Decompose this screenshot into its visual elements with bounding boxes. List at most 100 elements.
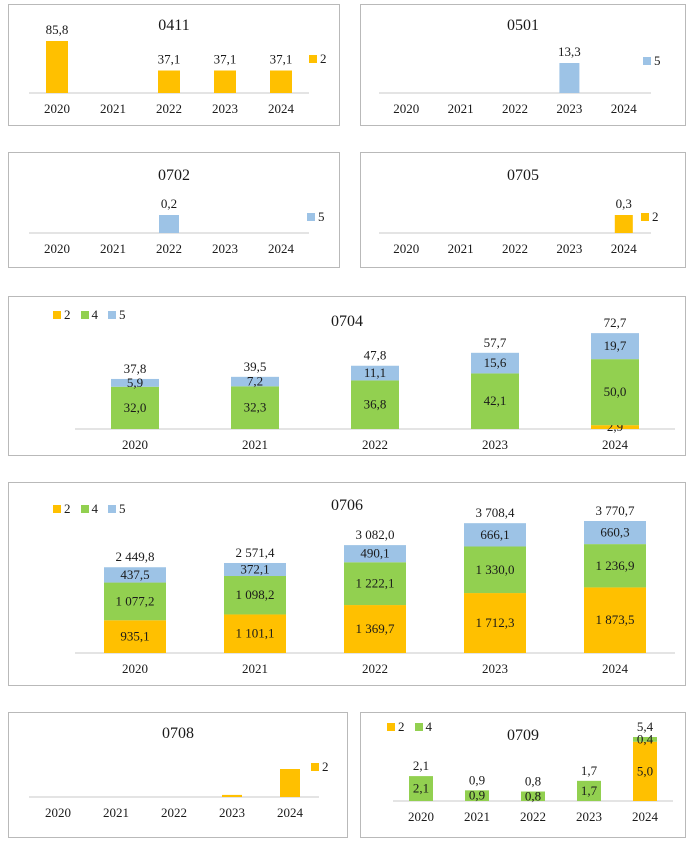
segment-label: 15,6 bbox=[484, 355, 507, 370]
total-label: 5,4 bbox=[637, 719, 654, 734]
chart-panel-0702: 0702 5 2020 2021 2022 0,2 2023 2024 bbox=[8, 152, 340, 268]
chart-title: 0708 bbox=[162, 725, 194, 742]
segment-label: 437,5 bbox=[120, 567, 149, 582]
chart-legend: 2 bbox=[311, 759, 329, 775]
segment-label: 2,1 bbox=[413, 781, 429, 796]
legend-swatch bbox=[80, 505, 89, 513]
legend-label: 5 bbox=[318, 209, 325, 224]
x-tick-label: 2023 bbox=[556, 101, 582, 116]
x-tick-label: 2022 bbox=[502, 241, 528, 256]
bar bbox=[159, 215, 179, 233]
total-label: 37,8 bbox=[124, 361, 147, 376]
total-label: 1,7 bbox=[581, 763, 598, 778]
x-tick-label: 2022 bbox=[156, 241, 182, 256]
x-tick-label: 2022 bbox=[161, 805, 187, 820]
segment-label: 935,1 bbox=[120, 629, 149, 644]
x-tick-label: 2023 bbox=[212, 101, 238, 116]
legend-label: 2 bbox=[398, 719, 405, 734]
bar-segment bbox=[231, 376, 279, 387]
x-tick-label: 2022 bbox=[156, 101, 182, 116]
legend-item-2: 2 bbox=[53, 307, 71, 323]
data-label: 85,8 bbox=[46, 22, 69, 37]
segment-label: 1 098,2 bbox=[236, 587, 275, 602]
segment-label: 666,1 bbox=[480, 527, 509, 542]
bar-segment bbox=[633, 737, 657, 742]
chart-plot: 2020 2021 2022 2023 13,3 2024 bbox=[379, 44, 651, 116]
chart-title: 0706 bbox=[331, 497, 363, 514]
segment-label: 7,2 bbox=[247, 374, 263, 389]
bar-segment bbox=[464, 546, 526, 594]
x-tick-label: 2021 bbox=[448, 241, 474, 256]
chart-legend: 5 bbox=[307, 209, 325, 225]
bar-segment bbox=[231, 386, 279, 429]
bar bbox=[559, 63, 580, 93]
x-tick-label: 2023 bbox=[556, 241, 582, 256]
bar-segment bbox=[351, 380, 399, 429]
bar bbox=[280, 769, 300, 797]
x-tick-label: 2021 bbox=[464, 809, 490, 824]
data-label: 37,1 bbox=[270, 52, 293, 67]
segment-label: 1 236,9 bbox=[596, 558, 635, 573]
chart-panel-0704: 0704 2 4 5 2020 32,0 5,9 37,8 2021 32,3 7,2 39,5 202… bbox=[8, 296, 686, 456]
chart-plot: 2020 2021 2022 0,2 2023 2024 bbox=[29, 196, 309, 256]
total-label: 3 082,0 bbox=[356, 527, 395, 542]
bar-segment bbox=[584, 587, 646, 653]
segment-label: 32,0 bbox=[124, 400, 147, 415]
total-label: 2 571,4 bbox=[236, 545, 276, 560]
legend-item-4: 4 bbox=[80, 501, 99, 517]
segment-label: 0,4 bbox=[637, 731, 654, 746]
legend-item-5: 5 bbox=[108, 307, 126, 323]
x-tick-label: 2020 bbox=[393, 241, 419, 256]
x-tick-label: 2024 bbox=[602, 437, 629, 452]
x-tick-label: 2023 bbox=[482, 437, 508, 452]
x-tick-label: 2022 bbox=[362, 661, 388, 676]
bar-segment bbox=[471, 352, 519, 374]
bar-segment bbox=[344, 605, 406, 653]
total-label: 39,5 bbox=[244, 359, 267, 374]
x-tick-label: 2021 bbox=[103, 805, 129, 820]
total-label: 3 770,7 bbox=[596, 503, 636, 518]
x-tick-label: 2020 bbox=[122, 661, 148, 676]
legend-label: 4 bbox=[91, 501, 99, 516]
x-tick-label: 2023 bbox=[576, 809, 602, 824]
chart-plot: 2020 2021 2022 2023 2024 bbox=[29, 769, 319, 820]
segment-label: 1 873,5 bbox=[596, 612, 635, 627]
legend-label: 5 bbox=[119, 501, 126, 516]
chart-title: 0501 bbox=[507, 17, 539, 34]
bar-segment bbox=[104, 567, 166, 583]
bar-segment bbox=[111, 386, 159, 429]
legend-item-4: 4 bbox=[80, 307, 98, 323]
bar-segment bbox=[591, 425, 639, 429]
chart-panel-0708: 0708 2 2020 2021 2022 2023 2024 bbox=[8, 712, 348, 838]
legend-swatch bbox=[414, 723, 423, 731]
segment-label: 660,3 bbox=[600, 525, 629, 540]
segment-label: 5,0 bbox=[637, 763, 653, 778]
segment-label: 1 330,0 bbox=[476, 562, 515, 577]
bar-segment bbox=[591, 333, 639, 360]
total-label: 0,9 bbox=[469, 772, 485, 787]
bar-segment bbox=[464, 523, 526, 547]
bar-segment bbox=[464, 593, 526, 653]
chart-title: 0705 bbox=[507, 167, 539, 184]
legend-label: 5 bbox=[654, 53, 661, 68]
chart-panel-0706: 0706 2 4 5 2020 935,1 1 077,2 437,5 2 449,8 2021 1… bbox=[8, 482, 686, 686]
total-label: 57,7 bbox=[484, 335, 507, 350]
x-tick-label: 2020 bbox=[122, 437, 148, 452]
legend-item-5: 5 bbox=[307, 209, 325, 225]
segment-label: 50,0 bbox=[604, 384, 627, 399]
x-tick-label: 2021 bbox=[100, 101, 126, 116]
x-tick-label: 2021 bbox=[448, 101, 474, 116]
legend-item-2: 2 bbox=[641, 209, 659, 225]
chart-panel-0501: 0501 5 2020 2021 2022 2023 13,3 2024 bbox=[360, 4, 686, 126]
bar bbox=[222, 794, 242, 797]
x-tick-label: 2023 bbox=[219, 805, 245, 820]
data-label: 37,1 bbox=[158, 52, 181, 67]
legend-swatch bbox=[53, 505, 61, 513]
legend-swatch bbox=[80, 311, 89, 319]
x-tick-label: 2023 bbox=[212, 241, 238, 256]
legend-swatch bbox=[108, 505, 116, 513]
bar-segment bbox=[351, 365, 399, 381]
legend-swatch bbox=[53, 311, 61, 319]
legend-swatch bbox=[309, 55, 317, 63]
